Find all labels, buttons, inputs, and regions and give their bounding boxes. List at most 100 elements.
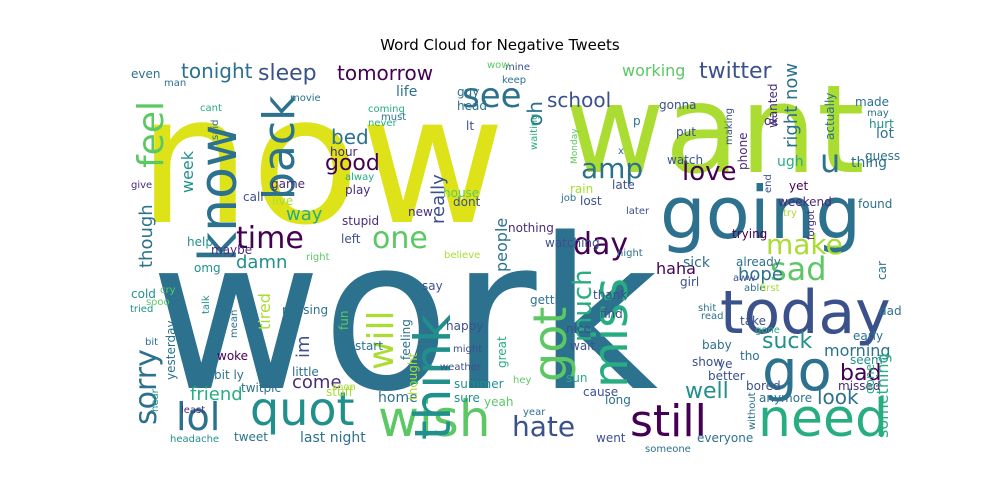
word-day: day xyxy=(573,227,628,262)
word-twitter: twitter xyxy=(699,59,773,84)
word-fun: fun xyxy=(337,311,351,330)
word-suck: suck xyxy=(762,329,813,354)
word-home: home xyxy=(378,390,418,406)
word-school: school xyxy=(547,88,611,112)
word-bit: bit xyxy=(145,337,158,348)
word-last-night: last night xyxy=(300,430,366,446)
word-much: much xyxy=(568,269,598,342)
word-right: right xyxy=(306,252,330,263)
word-great: great xyxy=(495,336,509,368)
word-friend: friend xyxy=(190,384,243,405)
word-bad: bad xyxy=(840,361,881,386)
word-sick: sick xyxy=(683,255,711,271)
word-movie: movie xyxy=(290,93,321,104)
word-sleep: sleep xyxy=(258,61,317,86)
word-headache: headache xyxy=(170,434,219,445)
word-feel: feel xyxy=(131,101,172,168)
word-missing: missing xyxy=(282,303,328,317)
word-thought: thought xyxy=(406,353,420,400)
word-monday: Monday xyxy=(570,128,580,164)
word-long: long xyxy=(605,393,631,407)
word-nothing: nothing xyxy=(508,221,554,235)
word-trying: trying xyxy=(732,227,767,241)
word-hope: hope xyxy=(738,264,783,285)
word-tonight: tonight xyxy=(181,59,253,83)
word-quot: quot xyxy=(250,382,355,436)
page-title: Word Cloud for Negative Tweets xyxy=(380,36,620,54)
word-hey: hey xyxy=(513,375,531,386)
word-omg: omg xyxy=(194,261,221,275)
word-dad: dad xyxy=(879,304,902,318)
word-come: come xyxy=(292,372,342,393)
word-guess: guess xyxy=(865,149,900,163)
word-making: making xyxy=(724,108,735,145)
word-take: take xyxy=(740,314,766,328)
word-shit: shit xyxy=(698,303,716,314)
word-waiting: waiting xyxy=(529,114,540,150)
word-ye: ye xyxy=(718,357,732,371)
word-good: good xyxy=(325,151,380,176)
word-though: though xyxy=(136,204,157,268)
word-aww: aww xyxy=(733,273,756,284)
word-wanted: wanted xyxy=(766,84,780,128)
word-better: better xyxy=(708,369,745,383)
word-work: work xyxy=(150,193,658,438)
word-baby: baby xyxy=(702,338,732,352)
word-sad: sad xyxy=(770,250,827,288)
word-try: try xyxy=(783,208,797,219)
word-x: x xyxy=(618,146,624,157)
word-sooo: sooo xyxy=(146,297,170,308)
word-even: even xyxy=(131,67,160,81)
word-never: never xyxy=(368,118,398,129)
word-stuff: stuff xyxy=(326,385,354,399)
word-find: find xyxy=(600,307,623,321)
word-able: able xyxy=(744,283,765,294)
word-thank: thank xyxy=(593,288,627,302)
word-got: got xyxy=(523,307,577,382)
word-early: early xyxy=(853,329,883,343)
word-back: back xyxy=(254,95,305,200)
word-watching: watching xyxy=(545,236,600,250)
word-haha: haha xyxy=(656,259,696,278)
word-love: love xyxy=(682,157,737,187)
word-hurt: hurt xyxy=(869,117,894,131)
word-know: know xyxy=(189,125,249,262)
word-call: call xyxy=(243,190,264,204)
word-lt: lt xyxy=(466,119,474,133)
word-twitpic: twitpic xyxy=(241,381,281,395)
word-give: give xyxy=(131,180,152,191)
word-say: say xyxy=(422,279,443,293)
word-rain: rain xyxy=(570,182,593,196)
word-ok: ok xyxy=(764,114,778,128)
word-went: went xyxy=(596,431,626,445)
word-missed: missed xyxy=(838,379,881,393)
word-want: want xyxy=(565,59,865,201)
word-one: one xyxy=(372,221,428,256)
word-week: week xyxy=(178,150,197,193)
word-game: game xyxy=(271,177,305,191)
word-girl: girl xyxy=(680,275,699,289)
word-u: u xyxy=(820,142,840,180)
word-sun: sun xyxy=(566,371,587,385)
word-head: head xyxy=(457,99,487,113)
word-show: show xyxy=(692,355,723,369)
word-something: something xyxy=(873,353,892,438)
word-already: already xyxy=(736,255,781,269)
word-p: p xyxy=(633,114,641,128)
word-tho: tho xyxy=(740,349,760,363)
word-first: first xyxy=(760,283,780,294)
word-gone: gone xyxy=(755,325,780,336)
word-yeah: yeah xyxy=(484,395,513,409)
word-year: year xyxy=(523,407,546,418)
word-bit-ly: bit ly xyxy=(214,368,244,382)
word-believe: believe xyxy=(444,250,480,261)
word-phone: phone xyxy=(736,132,750,170)
word-bored: bored xyxy=(746,379,781,393)
word-left: left xyxy=(341,232,361,246)
word-really: really xyxy=(428,174,449,224)
word-hour: hour xyxy=(330,145,358,159)
word-tomorrow: tomorrow xyxy=(337,61,433,85)
word-said: said xyxy=(210,120,221,140)
word-way: way xyxy=(286,204,323,225)
